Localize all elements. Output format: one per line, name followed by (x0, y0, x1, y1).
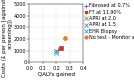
Point (55, 52, 57, 54)
Point (64, 38, 66, 39)
Point (55, 51, 57, 52)
Point (55, 50, 57, 51)
Point (57, 49, 59, 50)
Point (60, 48, 62, 49)
Legend: Fibrosed at 0.7%, FT at 11.90%, APRI at 2.0, APRI at 1.5, EHR Biopsy, No test - : Fibrosed at 0.7%, FT at 11.90%, APRI at … (84, 3, 134, 41)
Y-axis label: Costs (£ per person [against no
screening]): Costs (£ per person [against no screenin… (2, 0, 12, 77)
X-axis label: QALYs gained: QALYs gained (38, 72, 75, 77)
